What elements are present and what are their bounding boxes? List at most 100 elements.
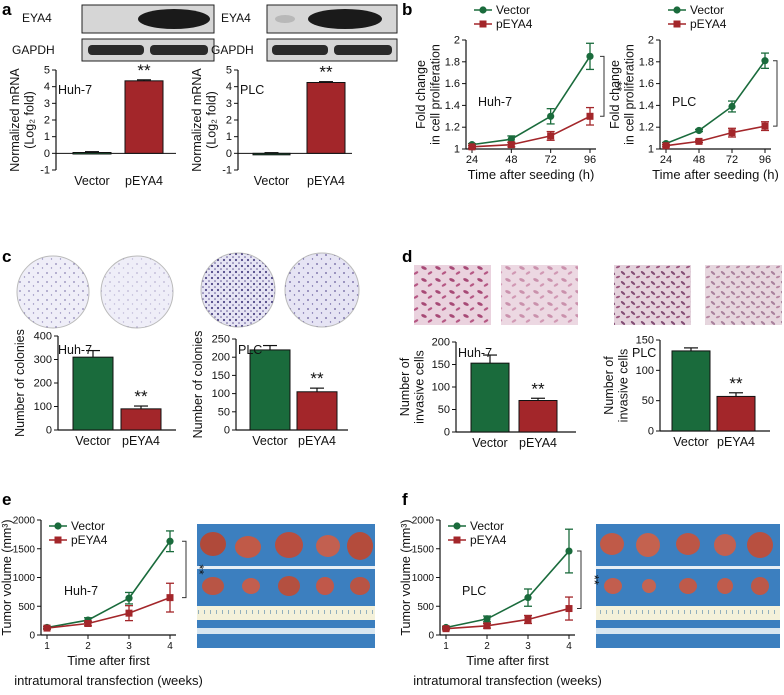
legend-label-vector: Vector <box>496 3 530 17</box>
data-point-peya4 <box>125 609 133 617</box>
x-tick-label: 2 <box>85 641 91 652</box>
y-tick-label: 1000 <box>13 573 36 584</box>
y-axis-label: Normalized mRNA(Log₂ fold) <box>190 68 218 172</box>
significance-mark: ** <box>729 374 743 393</box>
tumor-photo-plc <box>596 524 780 648</box>
tumor <box>642 579 656 593</box>
y-tick-label: 1.8 <box>639 56 654 68</box>
series-line-vector <box>445 550 570 629</box>
blot-band <box>334 45 392 55</box>
y-axis-label-line: Tumor volume (mm³) <box>0 519 14 635</box>
cell-line-label: Huh-7 <box>58 343 92 357</box>
x-category-label: Vector <box>75 434 110 448</box>
data-point-peya4 <box>547 132 555 140</box>
tumor-photo-huh7 <box>197 524 375 648</box>
y-tick-label: 5 <box>226 65 232 77</box>
tumor <box>636 533 660 557</box>
significance-bracket <box>182 540 187 599</box>
blot-frame <box>81 38 215 62</box>
blot-band <box>308 9 382 29</box>
y-tick-label: 500 <box>417 602 434 613</box>
bar-peya4 <box>306 82 346 154</box>
data-point-vector <box>728 102 736 111</box>
significance-mark: ** <box>531 379 545 398</box>
cell-line-label: PLC <box>462 584 486 598</box>
y-tick-label: 0 <box>29 631 35 642</box>
bar-vector <box>470 362 510 433</box>
tumor <box>275 532 303 558</box>
panel-label-a: a <box>2 0 12 19</box>
bar-vector <box>72 152 112 155</box>
cell-line-label: Huh-7 <box>478 95 512 109</box>
invasion-images-huh7 <box>414 265 578 325</box>
y-axis-label: Fold changein cell proliferation <box>414 44 442 145</box>
y-axis-label-line: Number of colonies <box>191 331 205 439</box>
x-category-label: pEYA4 <box>307 174 345 188</box>
panel-label-b: b <box>402 0 412 19</box>
y-tick-label: -1 <box>40 165 50 177</box>
data-point-vector <box>695 126 703 135</box>
x-category-label: Vector <box>74 174 109 188</box>
ruler <box>197 628 375 634</box>
y-tick-label: 1.4 <box>445 100 460 112</box>
cell-line-label: PLC <box>238 343 262 357</box>
legend-marker-vector <box>479 6 487 14</box>
bar-chart-d-huh-7: 0 50 100 150 200 Vector pEYA4 ** Huh-7 Number ofi… <box>398 337 576 450</box>
blot-label-eya4: EYA4 <box>221 11 251 25</box>
y-tick-label: 200 <box>34 378 52 390</box>
y-tick-label: 100 <box>636 365 654 377</box>
y-axis-label-line: (Log₂ fold) <box>205 91 219 149</box>
panel-label-f: f <box>402 490 408 509</box>
y-tick-label: 1 <box>648 144 654 156</box>
x-tick-label: 3 <box>525 641 531 652</box>
tumor <box>202 577 224 595</box>
y-tick-label: 0 <box>648 426 654 438</box>
y-tick-label: -1 <box>222 165 232 177</box>
western-blot-huh7: EYA4 GAPDH <box>12 4 215 62</box>
blot-frame <box>266 38 398 62</box>
y-tick-label: 0 <box>428 631 434 642</box>
tumor <box>347 532 373 560</box>
y-tick-label: 1500 <box>412 544 435 555</box>
y-tick-label: 1 <box>44 131 50 143</box>
y-axis-label-line: Number of colonies <box>13 329 27 437</box>
significance-bracket <box>577 550 582 610</box>
y-tick-label: 200 <box>212 352 230 364</box>
stained-cells <box>501 265 578 325</box>
x-axis-label: Time after first <box>67 653 150 668</box>
data-point-peya4 <box>565 605 573 613</box>
x-category-label: Vector <box>252 434 287 448</box>
colony-plates-huh7 <box>16 255 174 329</box>
blot-band <box>138 9 210 29</box>
data-point-vector <box>586 52 594 60</box>
series-line-vector <box>46 540 171 629</box>
cell-line-label: PLC <box>632 346 656 360</box>
series-line-vector <box>471 55 591 146</box>
tumor <box>679 578 697 594</box>
y-tick-label: 150 <box>432 359 450 371</box>
y-tick-label: 4 <box>44 81 50 93</box>
ruler-ticks <box>596 606 780 620</box>
data-point-vector <box>125 594 133 602</box>
data-point-vector <box>761 57 769 65</box>
significance-mark: ** <box>587 575 602 585</box>
y-axis-label-line: Number of <box>602 356 616 415</box>
tumor <box>316 535 340 557</box>
y-axis-label: Tumor volume (mm³) <box>399 519 413 635</box>
y-axis-label-line: in cell proliferation <box>623 44 637 145</box>
legend-label-vector: Vector <box>690 3 724 17</box>
cell-line-label: Huh-7 <box>458 346 492 360</box>
y-tick-label: 50 <box>218 406 230 418</box>
y-axis-label: Normalized mRNA(Log₂ fold) <box>8 68 36 172</box>
significance-bracket <box>773 60 778 127</box>
significance-mark: ** <box>192 564 207 574</box>
x-tick-label: 24 <box>466 154 478 166</box>
data-point-peya4 <box>524 615 532 623</box>
tumor <box>242 578 260 594</box>
y-tick-label: 100 <box>212 388 230 400</box>
y-axis-label: Fold changein cell proliferation <box>608 44 636 145</box>
